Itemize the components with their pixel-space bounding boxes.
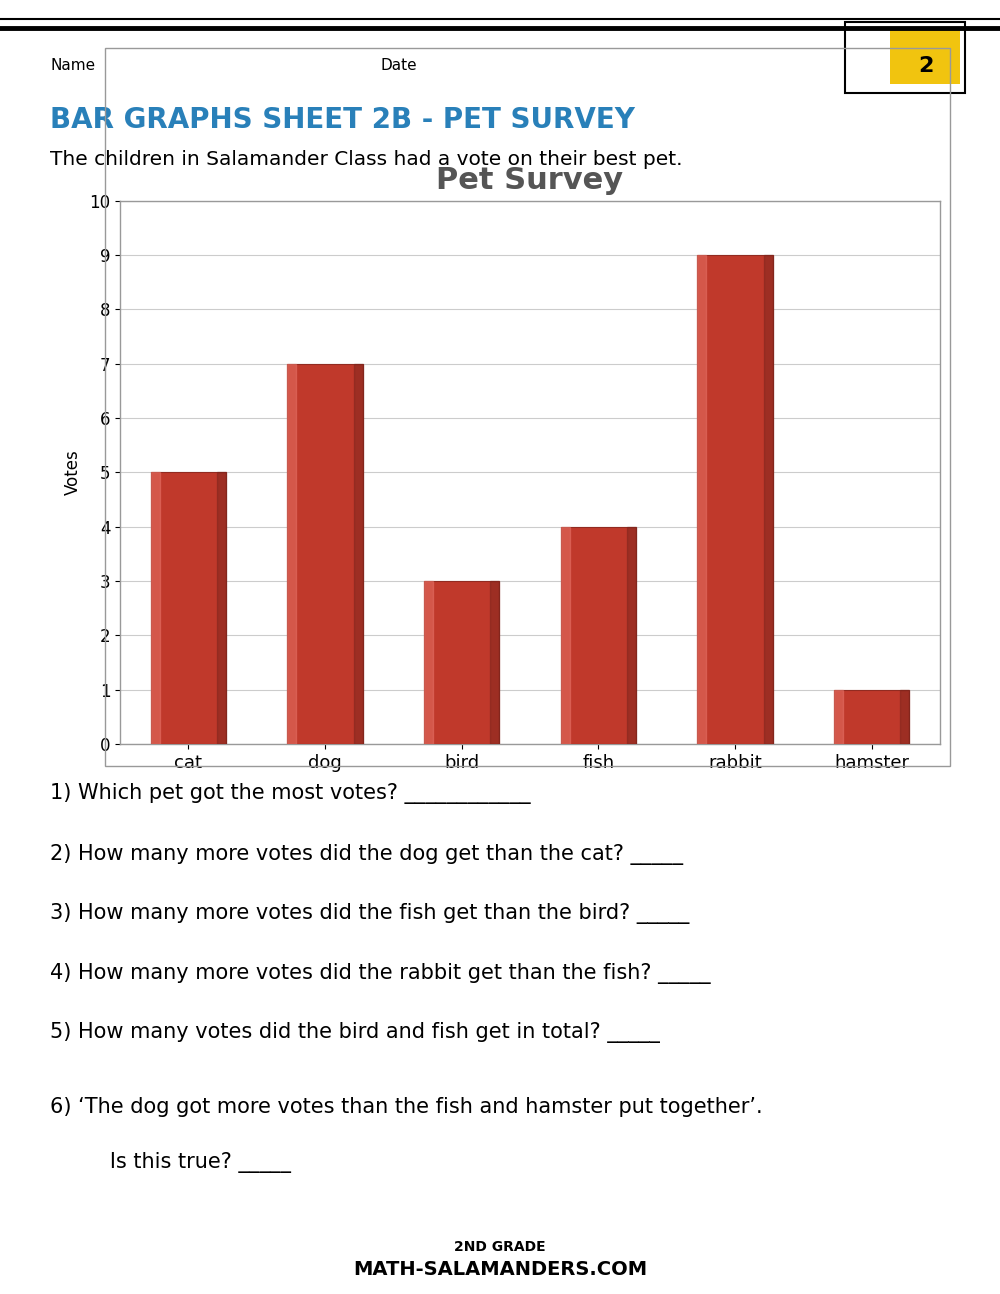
Polygon shape: [627, 527, 636, 744]
Text: Date: Date: [380, 58, 417, 74]
Text: Name: Name: [50, 58, 95, 74]
Text: 3) How many more votes did the fish get than the bird? _____: 3) How many more votes did the fish get …: [50, 903, 689, 924]
Bar: [424, 581, 499, 744]
Polygon shape: [217, 472, 226, 744]
FancyBboxPatch shape: [845, 22, 965, 93]
Text: 1) Which pet got the most votes? ____________: 1) Which pet got the most votes? _______…: [50, 783, 531, 804]
Text: 2: 2: [918, 56, 934, 75]
FancyBboxPatch shape: [890, 30, 960, 84]
Polygon shape: [287, 364, 296, 744]
Bar: [561, 527, 636, 744]
Text: 6) ‘The dog got more votes than the fish and hamster put together’.: 6) ‘The dog got more votes than the fish…: [50, 1097, 763, 1117]
Text: 5) How many votes did the bird and fish get in total? _____: 5) How many votes did the bird and fish …: [50, 1022, 660, 1043]
Polygon shape: [764, 255, 773, 744]
Title: Pet Survey: Pet Survey: [436, 167, 624, 195]
Text: 2ND GRADE: 2ND GRADE: [454, 1240, 546, 1254]
Polygon shape: [424, 581, 433, 744]
Polygon shape: [490, 581, 499, 744]
Polygon shape: [151, 472, 160, 744]
Text: BAR GRAPHS SHEET 2B - PET SURVEY: BAR GRAPHS SHEET 2B - PET SURVEY: [50, 106, 635, 135]
Bar: [834, 690, 909, 744]
Text: 4) How many more votes did the rabbit get than the fish? _____: 4) How many more votes did the rabbit ge…: [50, 963, 711, 983]
Polygon shape: [697, 255, 706, 744]
Text: 2) How many more votes did the dog get than the cat? _____: 2) How many more votes did the dog get t…: [50, 844, 683, 864]
Polygon shape: [834, 690, 843, 744]
Bar: [287, 364, 363, 744]
Text: Is this true? _____: Is this true? _____: [90, 1152, 291, 1172]
Text: MATH-SALAMANDERS.COM: MATH-SALAMANDERS.COM: [353, 1260, 647, 1280]
Polygon shape: [561, 527, 570, 744]
Y-axis label: Votes: Votes: [64, 449, 82, 496]
Bar: [151, 472, 226, 744]
Text: The children in Salamander Class had a vote on their best pet.: The children in Salamander Class had a v…: [50, 150, 682, 170]
Bar: [697, 255, 773, 744]
Polygon shape: [354, 364, 363, 744]
Polygon shape: [900, 690, 909, 744]
